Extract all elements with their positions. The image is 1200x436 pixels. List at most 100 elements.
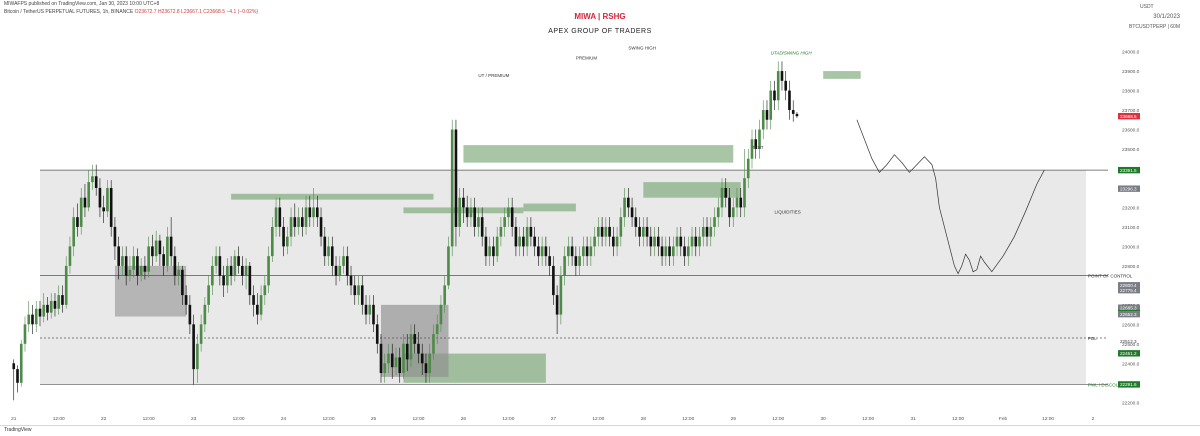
candle-body [68, 246, 72, 266]
x-tick-label: Feb [999, 416, 1008, 422]
candle-body [758, 129, 761, 149]
candle-body [522, 236, 525, 247]
candle-body [46, 304, 49, 313]
candle-body [244, 265, 248, 276]
candle-body [259, 295, 263, 315]
candle-body [143, 265, 147, 272]
candle-body [432, 334, 435, 354]
point-of-control-label: POINT OF CONTROL [1088, 274, 1133, 279]
candle-body [293, 217, 297, 227]
candle-body [642, 226, 645, 237]
candle-body [540, 246, 544, 257]
candle-body [507, 207, 510, 218]
annotation-label: PREMIUM [576, 55, 598, 60]
candle-body [289, 217, 293, 237]
y-tick-label: 23200.0 [1122, 205, 1140, 211]
candle-body [113, 226, 117, 247]
candle-body [241, 265, 244, 276]
candle-body [368, 304, 372, 315]
candle-body [454, 129, 458, 227]
x-tick-label: 31 [910, 416, 916, 422]
y-tick-label: 23100.0 [1122, 225, 1140, 231]
annotation-label: LIQUIDITIES [774, 209, 800, 214]
candle-body [57, 295, 61, 309]
candle-body [53, 300, 57, 309]
candle-body [267, 256, 270, 286]
candle-body [87, 182, 91, 208]
x-tick-label: 24 [281, 416, 287, 422]
price-label: 22775.4 [1120, 288, 1137, 293]
candle-body [578, 256, 581, 266]
price-label-bg [1118, 112, 1140, 120]
y-tick-label: 23500.0 [1122, 147, 1140, 153]
candle-body [49, 300, 53, 313]
candle-body [458, 197, 462, 227]
candle-body [525, 226, 529, 247]
zone-supply-3 [463, 145, 734, 163]
y-tick-label: 23700.0 [1122, 108, 1140, 114]
y-tick-label: 22900.0 [1122, 264, 1140, 270]
ohlc-change: −4.1 (−0.02%) [226, 9, 259, 15]
candle-body [619, 217, 623, 237]
candle-body [555, 295, 559, 315]
x-tick-label: 27 [551, 416, 557, 422]
candle-body [297, 217, 300, 227]
candle-body [413, 334, 417, 344]
candle-body [776, 71, 780, 101]
candle-body [91, 176, 94, 183]
y-tick-label: 23900.0 [1122, 69, 1140, 75]
candle-body [563, 256, 566, 276]
candle-body [147, 246, 150, 272]
price-label: 22800.4 [1120, 283, 1137, 288]
candle-body [402, 343, 405, 374]
candle-body [585, 246, 589, 257]
candle-body [357, 285, 360, 296]
x-tick-label: 26 [461, 416, 467, 422]
candle-body [188, 304, 192, 325]
candle-body [420, 353, 424, 364]
candle-body [600, 226, 604, 237]
x-tick-label: 25 [371, 416, 377, 422]
candle-body [593, 236, 596, 247]
candle-body [686, 246, 690, 257]
candle-body [256, 304, 259, 315]
candle-body [124, 256, 128, 276]
candle-body [653, 236, 656, 247]
candle-body [390, 353, 394, 368]
candle-body [38, 308, 42, 317]
candle-body [398, 357, 402, 374]
x-tick-label: 12:00 [53, 416, 65, 422]
candle-body [34, 308, 38, 325]
candle-body [327, 246, 330, 257]
candle-body [671, 246, 675, 257]
candle-body [656, 236, 660, 247]
candle-body [683, 246, 686, 257]
zone-supply-4 [643, 182, 741, 198]
candle-body [330, 246, 334, 266]
candle-body [196, 343, 199, 370]
publisher-text: MIWAFPS published on TradingView.com, Ja… [4, 1, 160, 7]
price-label: 23296.3 [1120, 186, 1137, 191]
x-tick-label: 28 [641, 416, 647, 422]
ohlc-line: Bitcoin / TetherUS PERPETUAL FUTURES, 1h… [4, 9, 258, 15]
price-label-bg [1118, 310, 1140, 318]
ohlc-close: C23668.5 [203, 9, 225, 15]
x-tick-label: 23 [191, 416, 197, 422]
candle-body [61, 295, 64, 305]
candle-body [731, 207, 735, 218]
price-label: 23391.5 [1120, 168, 1137, 173]
candle-body [274, 207, 278, 227]
candle-body [690, 236, 694, 247]
candle-body [12, 363, 16, 370]
candle-body [248, 265, 252, 296]
candle-body [315, 207, 319, 218]
price-label: 22652.3 [1120, 312, 1137, 317]
candle-body [405, 343, 409, 360]
price-label: 22685.3 [1120, 306, 1137, 311]
candle-body [746, 158, 750, 179]
candle-body [795, 113, 799, 117]
candle-body [589, 246, 593, 257]
zone-top [823, 71, 861, 79]
candle-body [728, 197, 731, 218]
